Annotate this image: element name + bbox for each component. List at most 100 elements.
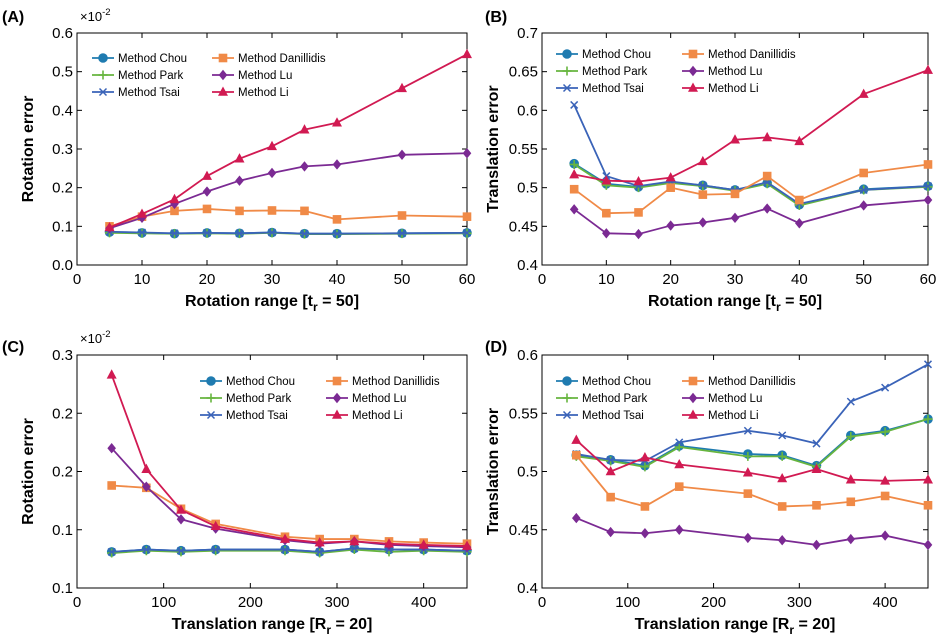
point-method-li-marker: [104, 221, 115, 232]
panel-a: (A) 0 10 20 30 40 50 60 0.0 0.1 0.2 0.3 0.4 0.5 0.6 ×10…: [2, 7, 475, 314]
legend-item-method-tsai: Method Tsai: [200, 410, 288, 422]
series-method-li: [104, 48, 472, 232]
legend-label: Method Li: [238, 87, 289, 99]
legend-method-chou-marker: [562, 376, 572, 386]
series-method-li: [571, 434, 933, 485]
point-method-lu-marker: [730, 212, 740, 224]
legend-method-danillidis-marker: [218, 53, 228, 63]
point-method-li-marker: [332, 117, 342, 127]
point-method-park-marker: [107, 548, 117, 558]
legend-label: Method Li: [708, 410, 759, 422]
legend-item-method-tsai: Method Tsai: [556, 410, 644, 422]
x-axis-label-tail: = 20]: [331, 616, 372, 633]
point-method-danillidis-marker: [202, 204, 212, 214]
legend-label: Method Li: [352, 410, 403, 422]
legend-label: Method Chou: [582, 49, 651, 61]
x-tick-label: 60: [459, 271, 476, 288]
legend-method-li-marker: [218, 86, 228, 96]
plot-area-frame: [76, 354, 468, 589]
y-tick-label: 0.2: [52, 405, 73, 422]
series-line-method-li: [110, 374, 468, 547]
point-method-lu-marker: [606, 526, 615, 538]
point-method-tsai-marker: [859, 185, 868, 195]
point-method-park-marker: [569, 159, 579, 169]
legend-item-method-tsai: Method Tsai: [556, 83, 644, 95]
series-method-tsai: [570, 100, 933, 208]
x-tick-label: 200: [238, 594, 263, 611]
y-tick-label: 0.65: [509, 64, 538, 81]
point-method-lu-marker: [880, 530, 890, 541]
y-tick-label: 0.0: [52, 257, 73, 274]
point-method-park-marker: [846, 432, 856, 442]
series-method-danillidis: [572, 450, 933, 511]
point-method-park-marker: [211, 546, 221, 556]
legend-item-method-chou: Method Chou: [92, 53, 187, 65]
legend-label: Method Danillidis: [352, 376, 440, 388]
y-tick-label: 0.3: [52, 347, 73, 364]
x-tick-label: 200: [701, 594, 726, 611]
point-method-lu-marker: [762, 203, 772, 214]
point-method-li-marker: [569, 169, 580, 179]
point-method-danillidis-marker: [634, 208, 643, 217]
legend-item-method-li: Method Li: [326, 409, 403, 422]
point-method-li-marker: [845, 474, 856, 484]
point-method-danillidis-marker: [640, 502, 650, 511]
legend-method-park-marker: [562, 393, 572, 403]
point-method-li-marker: [202, 170, 212, 180]
point-method-li-marker: [639, 452, 650, 462]
point-method-li-marker: [267, 140, 277, 151]
x-tick-label: 400: [411, 594, 436, 611]
legend-label: Method Park: [226, 393, 291, 405]
point-method-li-marker: [141, 463, 152, 473]
point-method-lu-marker: [267, 167, 277, 179]
legend: Method Chou Method Danillidis Method Park M…: [92, 53, 326, 99]
legend-method-tsai-marker: [562, 410, 572, 420]
series-line-method-park: [111, 548, 468, 554]
series-method-li: [106, 369, 472, 550]
legend-item-method-lu: Method Lu: [682, 65, 762, 78]
point-method-danillidis-marker: [743, 489, 753, 498]
legend-label: Method Lu: [708, 66, 762, 78]
point-method-park-marker: [674, 442, 684, 452]
axis-multiplier: ×10-2: [80, 7, 111, 24]
point-method-danillidis-marker: [923, 500, 933, 510]
x-tick-label: 300: [787, 594, 812, 611]
series-line-method-li: [109, 53, 468, 229]
point-method-lu-marker: [674, 524, 684, 535]
point-method-li-marker: [571, 434, 582, 444]
point-method-li-marker: [314, 537, 325, 547]
legend-method-danillidis-marker: [688, 49, 698, 59]
y-tick-label: 0.2: [52, 464, 73, 481]
series-method-danillidis: [105, 204, 472, 231]
legend-item-method-lu: Method Lu: [682, 392, 762, 405]
point-method-li-marker: [633, 175, 644, 186]
x-axis-label-main: Rotation range [t: [648, 293, 777, 310]
legend-item-method-chou: Method Chou: [556, 49, 651, 61]
legend-item-method-danillidis: Method Danillidis: [212, 53, 326, 65]
x-axis-label-main: Translation range [R: [172, 616, 327, 633]
point-method-li-marker: [462, 540, 472, 550]
x-tick-label: 100: [151, 594, 176, 611]
point-method-li-marker: [665, 172, 676, 182]
legend-item-method-li: Method Li: [682, 82, 759, 95]
x-axis-label: Translation range [Rr = 20]: [172, 616, 373, 637]
y-tick-label: 0.4: [52, 102, 73, 119]
legend-method-danillidis-marker: [332, 376, 342, 386]
point-method-danillidis-marker: [923, 160, 933, 169]
series-line-method-tsai: [576, 363, 929, 462]
legend-method-lu-marker: [688, 65, 698, 77]
series-line-method-lu: [109, 152, 468, 230]
series-line-method-danillidis: [111, 484, 468, 545]
point-method-tsai-marker: [137, 228, 147, 237]
series-method-lu: [105, 148, 472, 234]
x-axis-label-tail: = 20]: [794, 616, 835, 633]
point-method-danillidis-marker: [569, 184, 579, 194]
series-line-method-tsai: [111, 547, 468, 553]
y-tick-label: 0.45: [509, 522, 538, 539]
series-line-method-danillidis: [109, 208, 468, 228]
legend-label: Method Lu: [352, 393, 406, 405]
point-method-tsai-marker: [923, 182, 933, 191]
point-method-lu-marker: [572, 512, 581, 524]
point-method-danillidis-marker: [107, 481, 116, 490]
point-method-li-marker: [762, 131, 773, 142]
